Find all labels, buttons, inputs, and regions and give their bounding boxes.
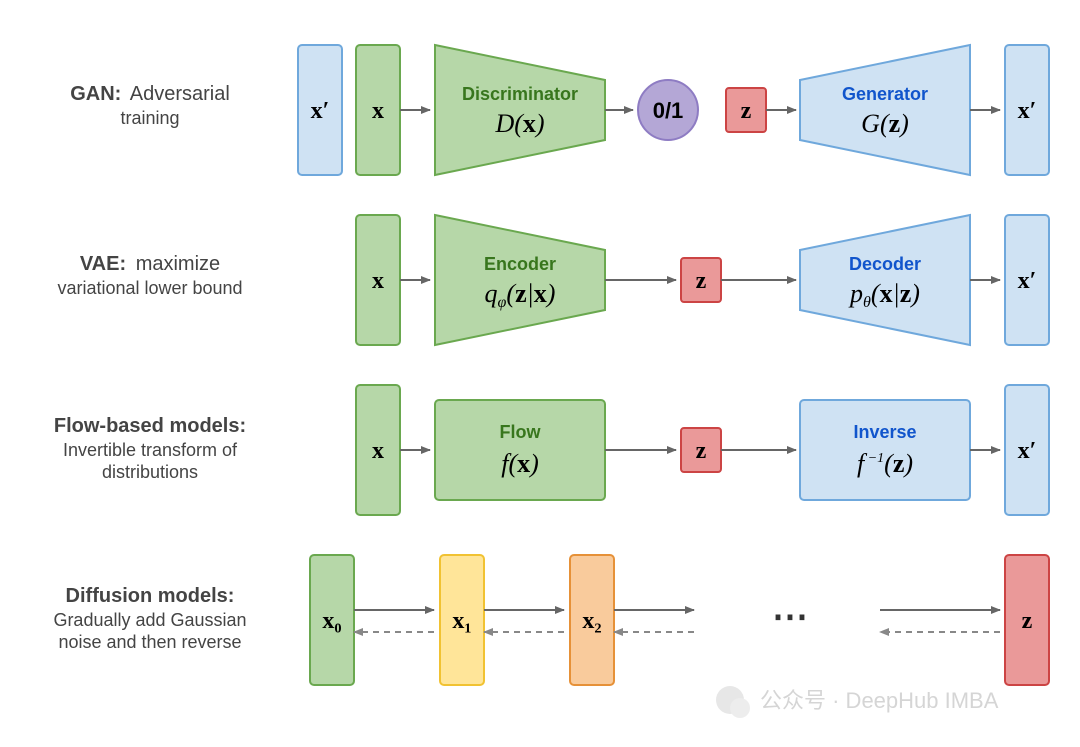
gan-xprime-label: x′	[311, 98, 330, 124]
vae-x-label: x	[372, 268, 384, 294]
flow-f-math: f(x)	[501, 449, 539, 478]
flow-title: Flow-based models:	[54, 415, 246, 437]
gan-disc-title: Discriminator	[462, 84, 578, 104]
diff-x0-label: x₀	[322, 608, 341, 634]
vae-z-label: z	[696, 268, 707, 294]
diff-x2-label: x₂	[582, 608, 601, 634]
gan-out-label: x′	[1018, 98, 1037, 124]
gan-title-bold: GAN:	[70, 83, 121, 105]
gan-circle-label: 0/1	[653, 98, 684, 123]
vae-dec-title: Decoder	[849, 254, 921, 274]
flow-inv-title: Inverse	[853, 422, 916, 442]
flow-f-title: Flow	[500, 422, 542, 442]
diff-z-label: z	[1022, 608, 1033, 634]
diff-subtitle1: Gradually add Gaussian	[53, 610, 246, 630]
vae-title-bold: VAE:	[80, 253, 126, 275]
flow-out-label: x′	[1018, 438, 1037, 464]
vae-subtitle2: variational lower bound	[57, 278, 242, 298]
gan-subtitle1: Adversarial	[130, 83, 230, 105]
wechat-icon-small	[730, 698, 750, 718]
row-vae: VAE: maximize variational lower bound x …	[57, 215, 1049, 345]
flow-subtitle2: distributions	[102, 462, 198, 482]
row-gan: GAN: Adversarial training x′ x Discrimin…	[70, 45, 1049, 175]
gan-subtitle2: training	[120, 108, 179, 128]
row-flow: Flow-based models: Invertible transform …	[54, 385, 1049, 515]
row-diffusion: Diffusion models: Gradually add Gaussian…	[53, 555, 1049, 685]
diff-title: Diffusion models:	[66, 585, 235, 607]
flow-z-label: z	[696, 438, 707, 464]
gan-x-label: x	[372, 98, 384, 124]
gan-gen-math: G(z)	[861, 109, 909, 138]
watermark: 公众号 · DeepHub IMBA	[716, 686, 999, 718]
vae-title: VAE: maximize	[80, 253, 220, 275]
gan-gen-title: Generator	[842, 84, 928, 104]
gan-title: GAN: Adversarial	[70, 83, 230, 105]
gan-z-label: z	[741, 98, 752, 124]
diff-dots: ⋯	[772, 595, 808, 636]
generative-models-diagram: GAN: Adversarial training x′ x Discrimin…	[0, 0, 1080, 747]
vae-subtitle1: maximize	[136, 253, 220, 275]
watermark-text: 公众号 · DeepHub IMBA	[760, 688, 999, 713]
gan-disc-math: D(x)	[494, 109, 544, 138]
flow-subtitle1: Invertible transform of	[63, 440, 238, 460]
diff-x1-label: x₁	[452, 608, 471, 634]
vae-out-label: x′	[1018, 268, 1037, 294]
vae-enc-title: Encoder	[484, 254, 556, 274]
flow-x-label: x	[372, 438, 384, 464]
diff-subtitle2: noise and then reverse	[58, 632, 241, 652]
vae-dec-math: pθ(x|z)	[848, 279, 920, 311]
vae-enc-math: qφ(z|x)	[485, 279, 556, 311]
